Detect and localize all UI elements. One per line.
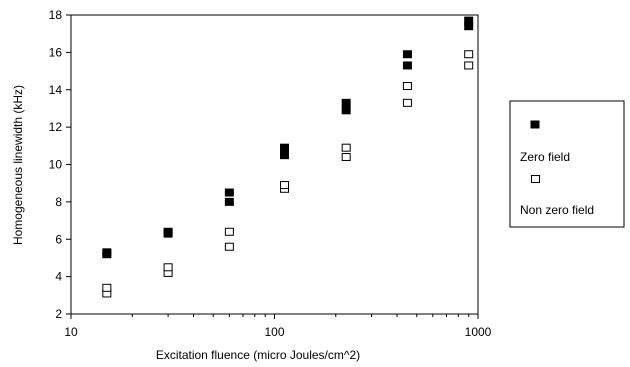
y-tick-label: 14 — [49, 83, 63, 97]
y-tick-label: 4 — [55, 270, 62, 284]
point-non-zero-field — [102, 283, 112, 292]
x-axis-ticks: 10 100 1000 — [64, 314, 492, 339]
x-tick-label: 1000 — [465, 325, 492, 339]
y-tick-label: 12 — [49, 120, 63, 134]
plot-frame — [70, 14, 479, 315]
point-zero-field — [224, 188, 234, 197]
point-zero-field — [464, 16, 474, 25]
y-tick-label: 2 — [55, 307, 62, 321]
point-non-zero-field — [224, 242, 234, 251]
point-non-zero-field — [341, 153, 351, 162]
point-zero-field — [341, 98, 351, 107]
point-zero-field — [224, 197, 234, 206]
y-axis-title: Homogeneous linewidth (kHz) — [11, 85, 25, 245]
y-tick-label: 10 — [49, 158, 63, 172]
legend-label-zero-field: Zero field — [520, 150, 570, 164]
legend: Zero field Non zero field — [509, 100, 625, 228]
y-tick-label: 8 — [55, 195, 62, 209]
x-axis-title: Excitation fluence (micro Joules/cm^2) — [156, 348, 360, 362]
point-non-zero-field — [402, 82, 412, 91]
legend-label-non-zero-field: Non zero field — [520, 203, 594, 217]
point-zero-field — [402, 61, 412, 70]
point-zero-field — [280, 151, 290, 160]
legend-marker-non-zero-field — [531, 175, 540, 183]
point-non-zero-field — [341, 143, 351, 152]
point-non-zero-field — [280, 181, 290, 190]
point-zero-field — [163, 227, 173, 236]
legend-marker-zero-field — [530, 120, 540, 129]
point-non-zero-field — [224, 227, 234, 236]
data-points — [102, 16, 474, 298]
point-zero-field — [102, 248, 112, 257]
y-axis-ticks: 2 4 6 8 10 12 14 16 18 — [49, 8, 71, 321]
point-non-zero-field — [402, 98, 412, 107]
legend-box — [509, 100, 625, 228]
point-non-zero-field — [163, 263, 173, 272]
y-tick-label: 18 — [49, 8, 63, 22]
point-zero-field — [280, 143, 290, 152]
point-non-zero-field — [464, 61, 474, 70]
point-non-zero-field — [464, 50, 474, 59]
point-zero-field — [341, 106, 351, 115]
point-zero-field — [402, 50, 412, 59]
x-tick-label: 100 — [264, 325, 284, 339]
x-tick-label: 10 — [64, 325, 78, 339]
y-tick-label: 16 — [49, 45, 63, 59]
y-tick-label: 6 — [55, 232, 62, 246]
plot-area — [70, 14, 479, 315]
